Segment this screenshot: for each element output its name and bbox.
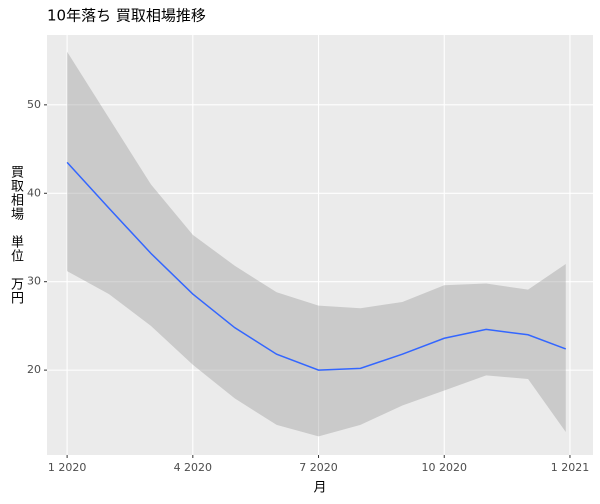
y-tick-label: 40 (27, 186, 41, 199)
smooth-line (66, 161, 567, 371)
y-tick-label: 30 (27, 275, 41, 288)
x-tick-label: 1 2020 (48, 461, 87, 474)
y-tick-label: 50 (27, 98, 41, 111)
y-tick-label: 20 (27, 363, 41, 376)
x-tick-label: 4 2020 (174, 461, 213, 474)
y-axis-label: 買取相場 単位 万円 (8, 165, 23, 305)
x-tick-label: 10 2020 (421, 461, 467, 474)
x-tick-label: 7 2020 (299, 461, 338, 474)
chart-title: 10年落ち 買取相場推移 (47, 7, 206, 25)
x-axis-label: 月 (313, 481, 326, 496)
x-tick-label: 1 2021 (551, 461, 590, 474)
